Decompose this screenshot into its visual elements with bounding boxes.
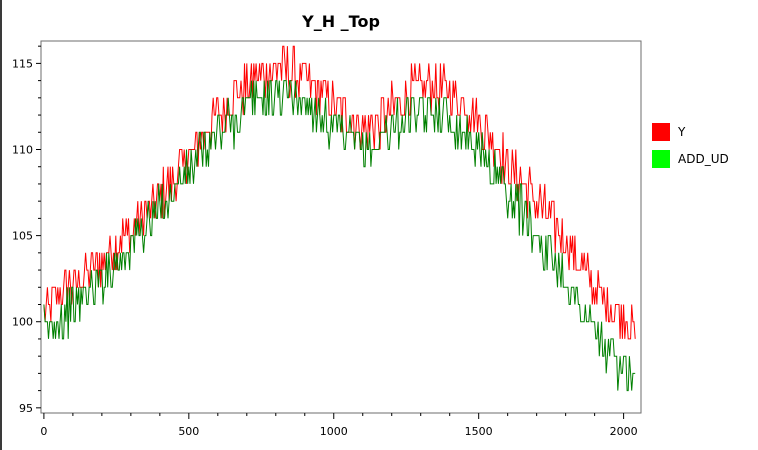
x-tick-label: 1500 bbox=[465, 425, 493, 438]
series-lines bbox=[43, 45, 636, 392]
legend: Y ADD_UD bbox=[652, 122, 729, 176]
series-line-y bbox=[43, 45, 636, 340]
chart-title: Y_H _Top bbox=[302, 12, 380, 31]
window-edge bbox=[0, 0, 2, 450]
legend-item-add-ud: ADD_UD bbox=[652, 149, 729, 169]
legend-item-y: Y bbox=[652, 122, 729, 142]
y-axis: 95 100 105 110 115 bbox=[12, 45, 41, 415]
plot-area bbox=[40, 40, 642, 414]
y-tick-label: 95 bbox=[19, 402, 33, 415]
x-tick-label: 0 bbox=[40, 425, 47, 438]
series-line-add-ud bbox=[43, 80, 636, 392]
x-tick-label: 2000 bbox=[610, 425, 638, 438]
x-tick-label: 1000 bbox=[320, 425, 348, 438]
legend-label-add-ud: ADD_UD bbox=[678, 152, 729, 166]
x-axis: 0 500 1000 1500 2000 bbox=[40, 413, 638, 438]
legend-swatch-add-ud bbox=[652, 150, 670, 168]
legend-label-y: Y bbox=[678, 125, 686, 139]
y-tick-label: 110 bbox=[12, 144, 33, 157]
y-tick-label: 105 bbox=[12, 230, 33, 243]
x-tick-label: 500 bbox=[178, 425, 199, 438]
y-tick-label: 115 bbox=[12, 57, 33, 70]
legend-swatch-y bbox=[652, 123, 670, 141]
y-tick-label: 100 bbox=[12, 316, 33, 329]
